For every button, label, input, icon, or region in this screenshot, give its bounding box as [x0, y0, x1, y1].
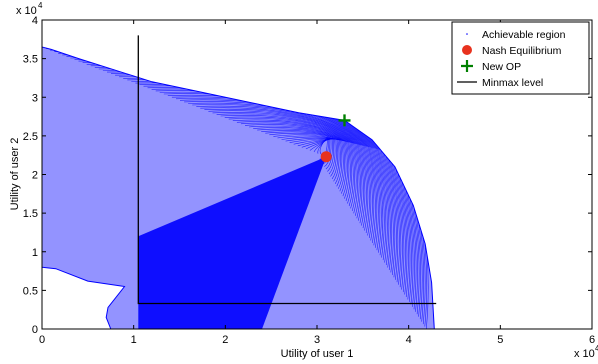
x-tick-label: 4: [406, 334, 412, 346]
x-tick-label: 5: [497, 334, 503, 346]
y-tick-label: 0: [32, 324, 38, 336]
x-tick-label: 0: [39, 334, 45, 346]
x-tick-label: 6: [589, 334, 595, 346]
legend: Achievable region Nash Equilibrium New O…: [451, 21, 590, 95]
nash-equilibrium-marker: [320, 151, 332, 163]
y-exponent-base: x 10: [16, 5, 37, 17]
legend-item-achievable-region: Achievable region: [466, 29, 566, 41]
legend-swatch-plus-marker: [461, 60, 473, 72]
minmax-level-line: [137, 35, 437, 305]
y-tick-label: 1: [32, 247, 38, 259]
x-axis-label: Utility of user 1: [281, 348, 354, 360]
y-tick-label: 0.5: [23, 285, 38, 297]
y-tick-label: 3.5: [23, 54, 38, 66]
legend-item-new-op: New OP: [461, 60, 521, 73]
axis-ticks: 0 1 2 3 4 5 6 0 0.5 1 1.5 2 2.5 3 3.5 4: [23, 15, 595, 346]
y-axis-label: Utility of user 2: [9, 138, 21, 211]
y-exponent-power: 4: [38, 1, 43, 10]
x-exponent-label: x 10 4: [574, 344, 598, 360]
legend-item-minmax-level: Minmax level: [457, 77, 543, 89]
x-tick-label: 2: [222, 334, 228, 346]
y-tick-label: 2: [32, 170, 38, 182]
legend-swatch-dot: [466, 33, 468, 35]
y-exponent-label: x 10 4: [16, 1, 43, 17]
legend-box: [451, 21, 590, 95]
x-tick-label: 3: [314, 334, 320, 346]
region-dense-core: [138, 156, 327, 329]
legend-label: Nash Equilibrium: [482, 45, 562, 57]
y-tick-label: 2.5: [23, 131, 38, 143]
legend-label: Achievable region: [482, 29, 566, 41]
y-tick-label: 4: [32, 15, 38, 27]
legend-item-nash-equilibrium: Nash Equilibrium: [462, 45, 562, 57]
legend-label: New OP: [482, 61, 521, 73]
y-tick-label: 1.5: [23, 208, 38, 220]
legend-swatch-nash-marker: [462, 45, 472, 55]
markers-layer: [320, 114, 351, 163]
new-op-marker: [338, 114, 351, 127]
lines-layer: [137, 35, 437, 305]
x-tick-label: 1: [131, 334, 137, 346]
x-exponent-base: x 10: [574, 348, 595, 360]
x-exponent-power: 4: [595, 344, 598, 353]
y-tick-label: 3: [32, 92, 38, 104]
legend-label: Minmax level: [482, 77, 543, 89]
